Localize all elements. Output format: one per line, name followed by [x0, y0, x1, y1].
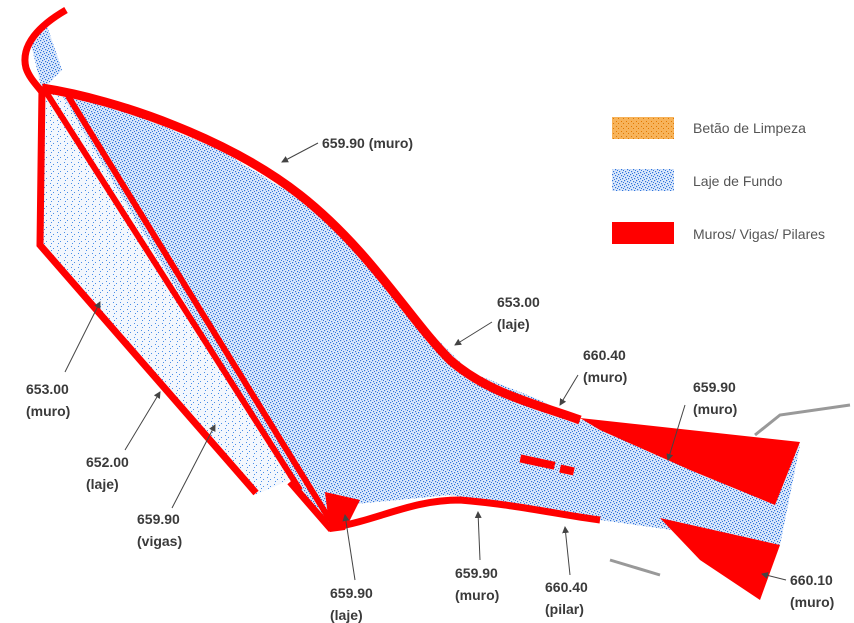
legend-swatch — [612, 169, 674, 191]
elevation-label: (muro) — [583, 369, 627, 385]
elevation-label: 659.90 — [330, 585, 373, 601]
elevation-label: (muro) — [26, 403, 70, 419]
leader-arrow — [64, 301, 101, 373]
legend-swatch — [612, 222, 674, 244]
right-wall — [580, 418, 800, 505]
leader-arrow — [171, 424, 216, 509]
right-wedge — [660, 518, 780, 600]
elevation-label: 653.00 — [26, 381, 69, 397]
legend-label: Betão de Limpeza — [693, 120, 806, 136]
elevation-label: 660.40 — [583, 347, 626, 363]
elevation-label: (laje) — [86, 476, 119, 492]
top-wall — [41, 83, 582, 425]
pillar — [519, 454, 556, 470]
legend-swatch — [612, 117, 674, 139]
leader-arrow — [454, 321, 493, 346]
grey-edge — [609, 558, 661, 577]
elevation-label: (laje) — [330, 607, 363, 623]
elevation-label: 659.90 — [693, 379, 736, 395]
elevation-label: (vigas) — [137, 533, 182, 549]
light-slab — [40, 90, 290, 495]
elevation-label: (muro) — [693, 401, 737, 417]
leader-arrow — [666, 404, 686, 461]
elevation-label: (laje) — [497, 316, 530, 332]
top-slab — [30, 20, 62, 90]
bottom-wedge — [325, 492, 360, 532]
elevation-label: 659.90 — [137, 511, 180, 527]
elevation-label: 659.90 (muro) — [322, 135, 413, 151]
elevation-label: 660.40 — [545, 579, 588, 595]
hook-wall — [21, 6, 68, 97]
beam — [43, 90, 303, 492]
leader-arrow — [281, 142, 319, 163]
beam — [65, 94, 333, 522]
legend-label: Laje de Fundo — [693, 173, 783, 189]
left-wall — [36, 87, 259, 496]
elevation-label: (muro) — [455, 587, 499, 603]
leader-arrow — [559, 374, 579, 406]
leader-arrow — [562, 526, 571, 576]
elevation-label: 659.90 — [455, 565, 498, 581]
elevation-label: 653.00 — [497, 294, 540, 310]
leader-arrow — [761, 572, 787, 581]
elevation-label: (muro) — [790, 594, 834, 610]
elevation-label: 652.00 — [86, 454, 129, 470]
elevation-label: (pilar) — [545, 601, 584, 617]
legend-label: Muros/ Vigas/ Pilares — [693, 226, 825, 242]
grey-edge — [754, 403, 851, 437]
bottom-wall — [287, 479, 601, 532]
leader-arrow — [342, 514, 356, 581]
pillar — [559, 464, 575, 476]
elevation-label: 660.10 — [790, 572, 833, 588]
leader-arrow — [474, 511, 482, 561]
leader-arrow — [124, 391, 161, 451]
